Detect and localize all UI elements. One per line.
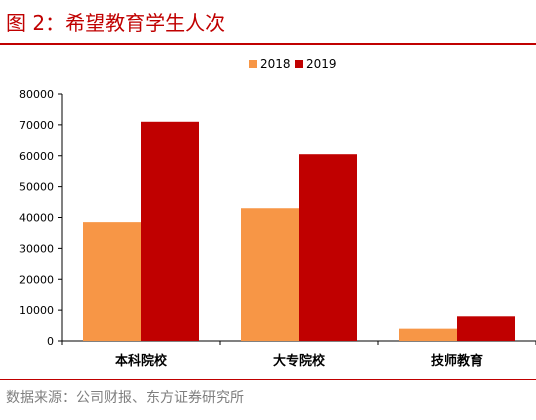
source-note: 数据来源：公司财报、东方证券研究所 <box>6 390 244 406</box>
y-tick-label: 0 <box>47 335 54 348</box>
bar-chart: 0 10000 20000 30000 40000 50000 60000 70000 8000… <box>19 57 536 369</box>
y-tick-label: 20000 <box>19 273 54 286</box>
category-label: 本科院校 <box>115 353 168 369</box>
figure-title: 图 2：希望教育学生人次 <box>6 11 226 35</box>
bar-2019-1 <box>141 121 199 341</box>
legend-label: 2018 <box>260 57 291 71</box>
category-label: 大专院校 <box>273 353 326 369</box>
source-divider <box>0 379 536 380</box>
y-tick-label: 10000 <box>19 304 54 317</box>
y-tick-label: 80000 <box>19 88 54 101</box>
bar-2019-3 <box>457 316 515 341</box>
y-tick-label: 50000 <box>19 181 54 194</box>
y-tick-label: 40000 <box>19 212 54 225</box>
bar-2018-3 <box>399 328 457 341</box>
y-tick-label: 70000 <box>19 119 54 132</box>
bar-2018-2 <box>241 208 299 341</box>
bar-2018-1 <box>83 222 141 341</box>
bar-2019-2 <box>299 154 357 341</box>
title-divider <box>0 43 536 45</box>
legend-swatch-2018 <box>249 60 257 68</box>
category-label: 技师教育 <box>431 353 483 369</box>
legend-swatch-2019 <box>295 60 303 68</box>
y-tick-label: 60000 <box>19 150 54 163</box>
legend-label: 2019 <box>306 57 337 71</box>
y-tick-label: 30000 <box>19 242 54 255</box>
